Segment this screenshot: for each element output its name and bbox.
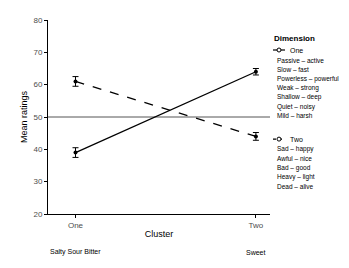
svg-text:One: One [290,47,303,54]
svg-text:70: 70 [33,48,42,57]
svg-text:Heavy – light: Heavy – light [277,173,315,181]
svg-text:Sweet: Sweet [246,249,266,256]
svg-text:50: 50 [33,113,42,122]
svg-text:40: 40 [33,145,42,154]
svg-text:Shallow – deep: Shallow – deep [277,93,322,101]
svg-text:Awful – nice: Awful – nice [277,155,312,162]
svg-text:20: 20 [33,210,42,219]
svg-text:80: 80 [33,16,42,25]
svg-text:Powerless – powerful: Powerless – powerful [277,75,339,83]
svg-text:30: 30 [33,177,42,186]
svg-text:Quiet – noisy: Quiet – noisy [277,103,316,111]
svg-text:Mild – harsh: Mild – harsh [277,112,313,119]
svg-text:Two: Two [249,221,264,230]
svg-text:Bad – good: Bad – good [277,164,311,172]
svg-text:Salty Sour Bitter: Salty Sour Bitter [50,248,101,256]
svg-text:One: One [68,221,84,230]
svg-text:Mean ratings: Mean ratings [19,90,29,143]
svg-text:Sad – happy: Sad – happy [277,145,314,153]
svg-text:Weak – strong: Weak – strong [277,84,319,92]
svg-text:60: 60 [33,80,42,89]
svg-text:Slow – fast: Slow – fast [277,66,309,73]
svg-text:Cluster: Cluster [145,229,174,239]
svg-text:Passive – active: Passive – active [277,57,324,64]
svg-text:Dead – alive: Dead – alive [277,183,314,190]
svg-text:Two: Two [290,136,303,143]
svg-text:Dimension: Dimension [274,34,315,43]
